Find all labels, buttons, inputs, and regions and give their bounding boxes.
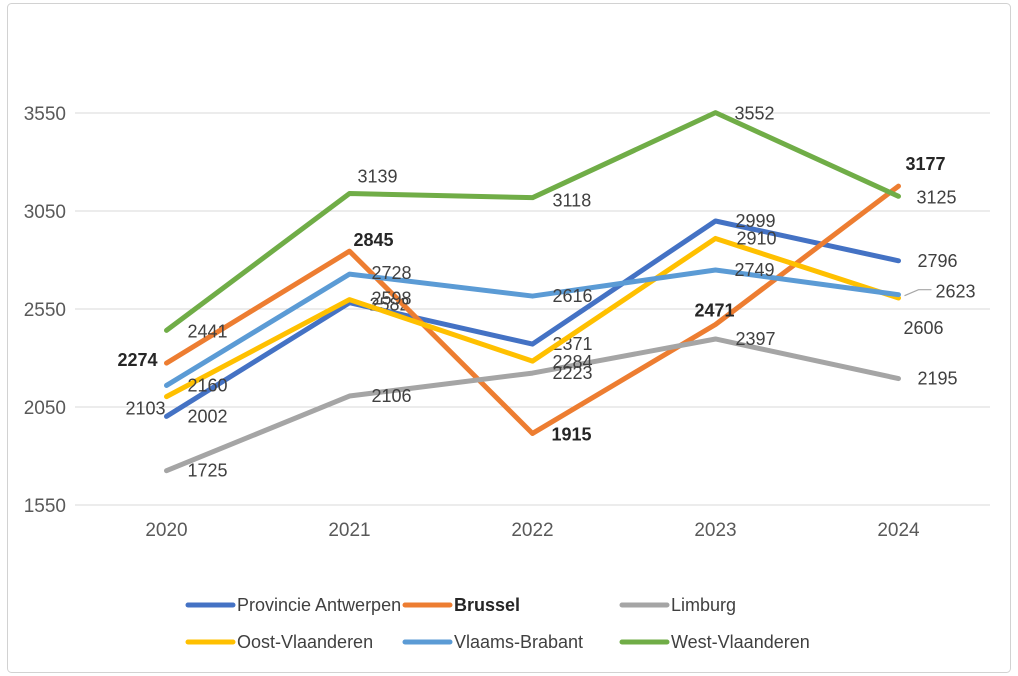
y-axis-tick: 2550 [24,300,66,321]
data-label-limburg: 2106 [372,386,412,406]
legend-label-limburg: Limburg [671,595,736,615]
x-axis-tick: 2023 [694,520,736,541]
data-label-limburg: 2397 [736,329,776,349]
data-label-west-vlaanderen: 2441 [188,321,228,341]
x-axis-tick: 2021 [328,520,370,541]
data-label-vlaams-brabant: 2616 [553,286,593,306]
data-label-oost-vlaanderen: 2910 [737,228,777,248]
data-label-provincie-antwerpen: 2796 [918,251,958,271]
x-axis-tick: 2024 [877,520,920,541]
legend-label-vlaams-brabant: Vlaams-Brabant [454,632,583,652]
data-label-limburg: 2195 [918,369,958,389]
y-axis-tick: 1550 [24,496,66,517]
data-label-oost-vlaanderen: 2103 [125,399,165,419]
data-label-limburg: 2223 [553,363,593,383]
legend-item-west-vlaanderen: West-Vlaanderen [619,632,810,652]
x-axis-tick: 2022 [511,520,553,541]
legend-item-vlaams-brabant: Vlaams-Brabant [402,632,583,652]
y-axis-tick: 3550 [24,104,66,125]
data-label-oost-vlaanderen: 2598 [372,289,412,309]
data-label-oost-vlaanderen: 2284 [553,352,593,372]
legend-item-brussel: Brussel [402,595,520,615]
data-label-vlaams-brabant: 2623 [936,282,976,302]
y-axis-tick: 2050 [24,398,66,419]
series-line-brussel [164,183,901,436]
legend-item-provincie-antwerpen: Provincie Antwerpen [185,595,401,615]
series-line-provincie-antwerpen [164,218,901,419]
data-label-brussel: 1915 [552,424,592,444]
figure-border [7,3,1011,673]
legend-label-west-vlaanderen: West-Vlaanderen [671,632,810,652]
legend-item-limburg: Limburg [619,595,736,615]
label-leader-line [904,289,932,297]
data-label-brussel: 2845 [354,230,394,250]
data-label-west-vlaanderen: 3125 [917,187,957,207]
data-label-vlaams-brabant: 2160 [188,375,228,395]
x-axis-tick: 2020 [145,520,187,541]
data-label-brussel: 2274 [117,350,157,370]
data-label-west-vlaanderen: 3139 [358,167,398,187]
series-line-limburg [164,336,901,474]
data-label-provincie-antwerpen: 2002 [188,406,228,426]
data-label-oost-vlaanderen: 2606 [904,318,944,338]
data-label-limburg: 1725 [188,461,228,481]
data-label-provincie-antwerpen: 2999 [736,211,776,231]
y-axis-tick: 3050 [24,202,66,223]
data-label-brussel: 3177 [906,154,946,174]
legend-label-brussel: Brussel [454,595,520,615]
series-line-west-vlaanderen [164,110,901,333]
data-label-vlaams-brabant: 2749 [735,260,775,280]
series-line-vlaams-brabant [164,267,901,388]
data-label-brussel: 2471 [695,300,735,320]
data-label-vlaams-brabant: 2728 [372,263,412,283]
legend-label-provincie-antwerpen: Provincie Antwerpen [237,595,401,615]
data-label-west-vlaanderen: 3118 [553,191,592,211]
legend-item-oost-vlaanderen: Oost-Vlaanderen [185,632,373,652]
data-label-west-vlaanderen: 3552 [735,104,775,124]
series-line-oost-vlaanderen [164,235,901,400]
legend-label-oost-vlaanderen: Oost-Vlaanderen [237,632,373,652]
